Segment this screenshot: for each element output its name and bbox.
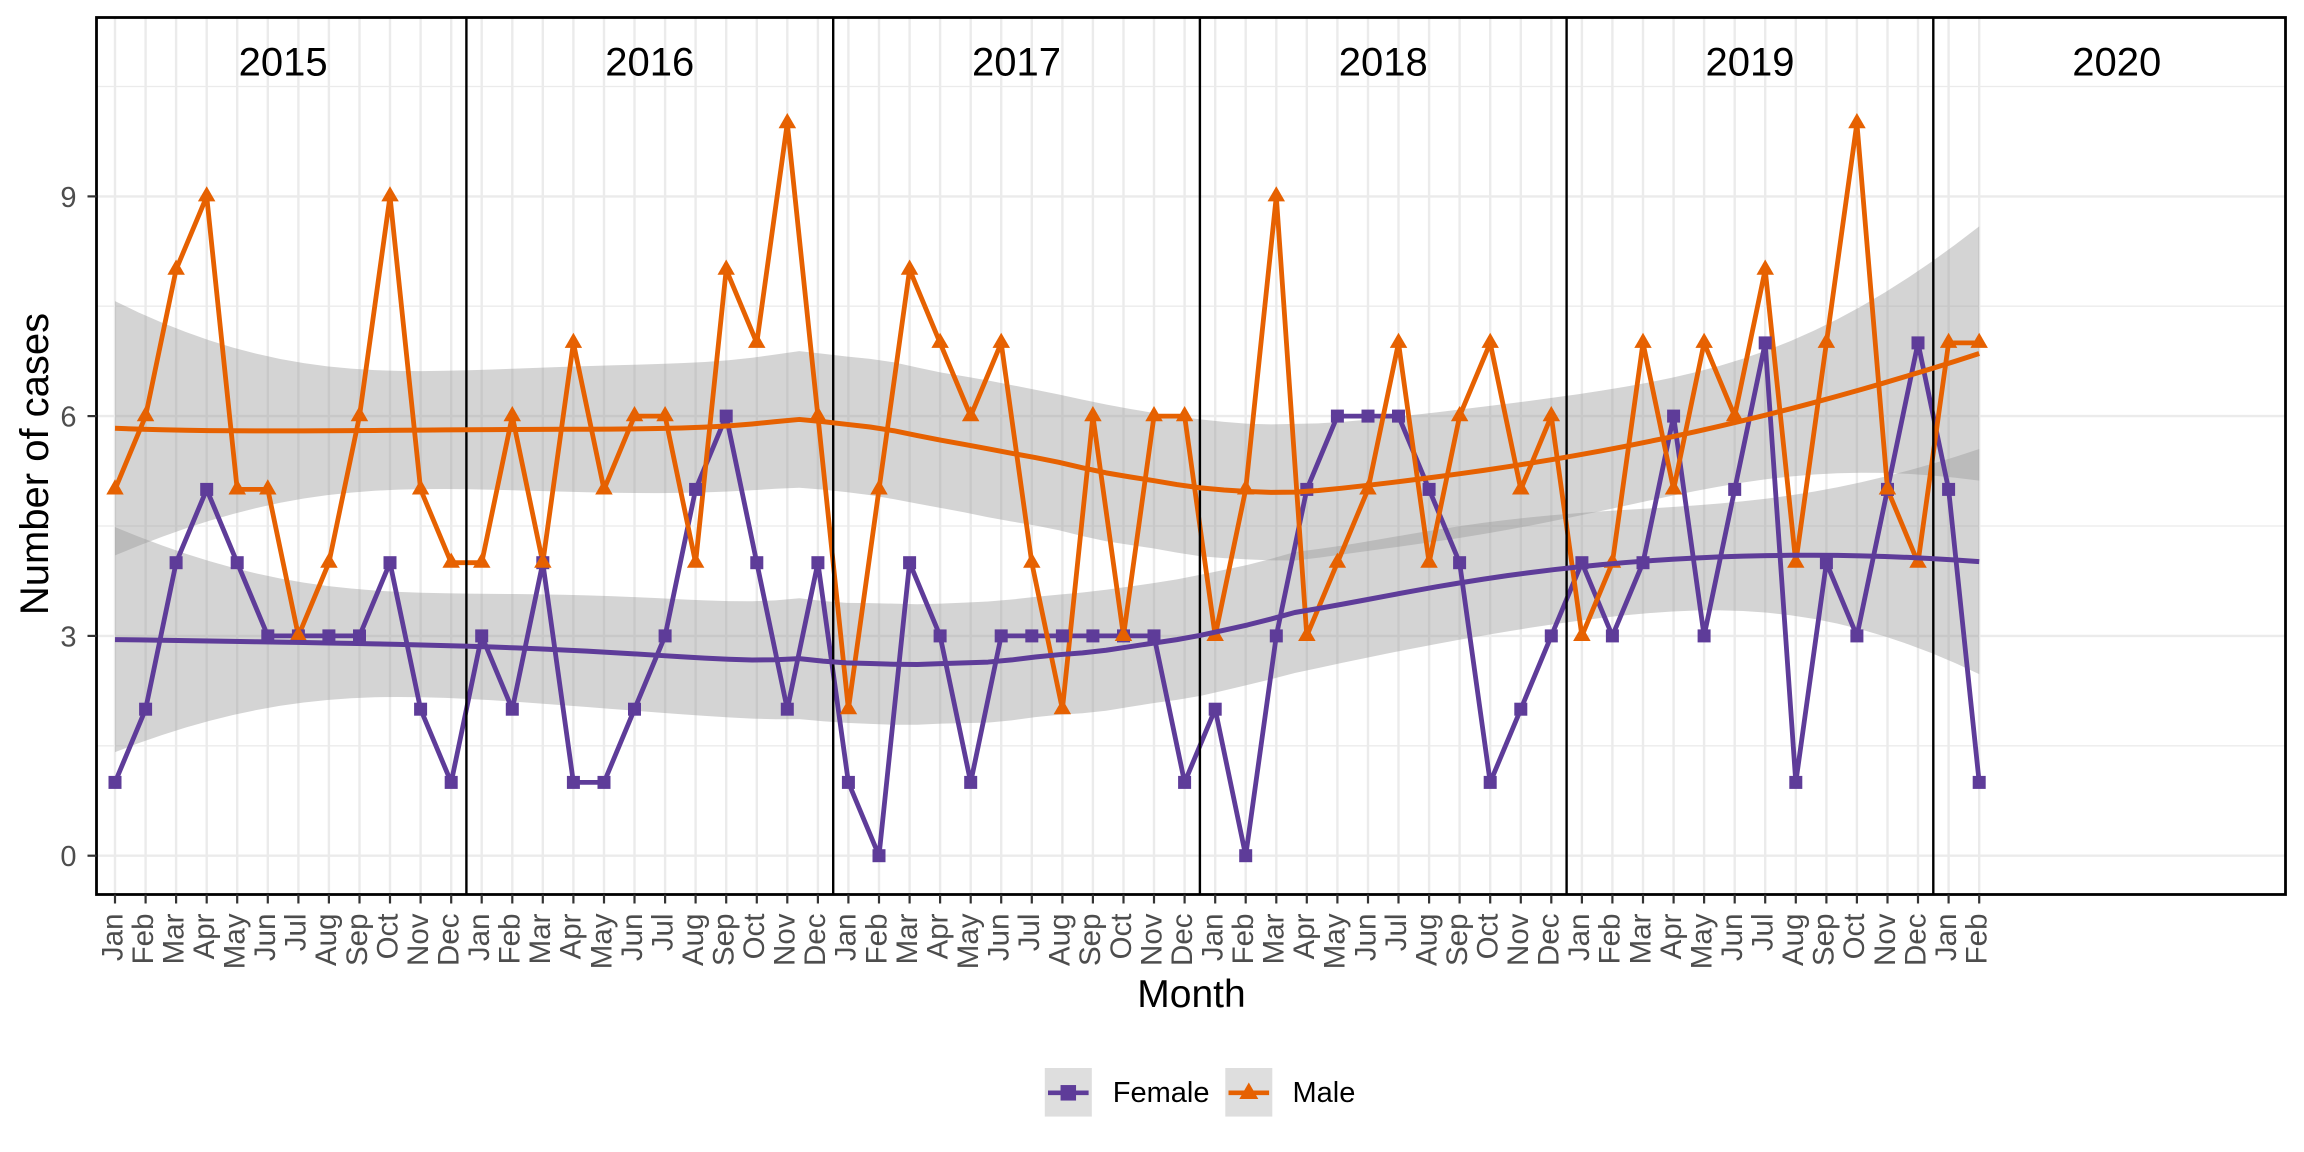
svg-text:Oct: Oct	[371, 914, 404, 960]
svg-text:Jul: Jul	[1747, 914, 1780, 952]
svg-text:Dec: Dec	[1899, 914, 1932, 966]
svg-text:Nov: Nov	[402, 913, 435, 966]
svg-text:Apr: Apr	[1288, 913, 1321, 959]
svg-text:Jul: Jul	[1013, 914, 1046, 952]
svg-text:Feb: Feb	[860, 914, 893, 965]
svg-text:Month: Month	[1137, 973, 1245, 1016]
svg-text:Feb: Feb	[1594, 914, 1627, 965]
svg-text:Sep: Sep	[341, 914, 374, 967]
svg-text:Feb: Feb	[1961, 914, 1994, 965]
svg-text:Jan: Jan	[830, 914, 863, 962]
svg-text:Male: Male	[1293, 1077, 1356, 1109]
svg-text:Feb: Feb	[1227, 914, 1260, 965]
svg-text:Apr: Apr	[1655, 913, 1688, 959]
svg-text:Jun: Jun	[983, 914, 1016, 962]
svg-text:Mar: Mar	[891, 913, 924, 964]
svg-text:May: May	[952, 913, 985, 969]
svg-text:Aug: Aug	[310, 914, 343, 967]
svg-text:Oct: Oct	[738, 914, 771, 960]
svg-text:Sep: Sep	[1441, 914, 1474, 967]
svg-text:May: May	[585, 913, 618, 969]
svg-text:9: 9	[60, 182, 76, 214]
svg-text:Nov: Nov	[1502, 913, 1535, 966]
svg-text:Dec: Dec	[1533, 914, 1566, 966]
svg-text:Aug: Aug	[677, 914, 710, 967]
svg-text:Apr: Apr	[921, 913, 954, 959]
svg-text:Nov: Nov	[1135, 913, 1168, 966]
svg-text:Female: Female	[1113, 1077, 1210, 1109]
svg-text:Apr: Apr	[188, 913, 221, 959]
svg-text:Jan: Jan	[1563, 914, 1596, 962]
svg-text:6: 6	[60, 402, 76, 434]
svg-text:Nov: Nov	[1869, 913, 1902, 966]
svg-text:Jun: Jun	[1349, 914, 1382, 962]
svg-text:Jan: Jan	[96, 914, 129, 962]
svg-text:Dec: Dec	[1166, 914, 1199, 966]
svg-text:May: May	[1685, 913, 1718, 969]
svg-text:Mar: Mar	[524, 913, 557, 964]
svg-text:Jul: Jul	[646, 914, 679, 952]
svg-text:Jul: Jul	[1380, 914, 1413, 952]
svg-text:2015: 2015	[239, 41, 328, 85]
svg-text:2020: 2020	[2072, 41, 2161, 85]
svg-text:Jun: Jun	[249, 914, 282, 962]
svg-text:Oct: Oct	[1105, 914, 1138, 960]
svg-text:2017: 2017	[972, 41, 1061, 85]
svg-text:Jan: Jan	[463, 914, 496, 962]
svg-text:Mar: Mar	[157, 913, 190, 964]
svg-text:Nov: Nov	[769, 913, 802, 966]
svg-text:Jul: Jul	[280, 914, 313, 952]
svg-text:May: May	[219, 913, 252, 969]
svg-text:2016: 2016	[605, 41, 694, 85]
svg-text:Aug: Aug	[1044, 914, 1077, 967]
svg-text:Jan: Jan	[1930, 914, 1963, 962]
svg-text:2018: 2018	[1339, 41, 1428, 85]
svg-text:0: 0	[60, 841, 76, 873]
svg-text:Jun: Jun	[616, 914, 649, 962]
svg-text:Sep: Sep	[1074, 914, 1107, 967]
svg-text:Dec: Dec	[433, 914, 466, 966]
svg-text:Mar: Mar	[1258, 913, 1291, 964]
svg-text:3: 3	[60, 621, 76, 653]
svg-text:Jan: Jan	[1197, 914, 1230, 962]
svg-text:Feb: Feb	[127, 914, 160, 965]
svg-text:May: May	[1319, 913, 1352, 969]
svg-text:Number of cases: Number of cases	[13, 313, 57, 615]
svg-text:2019: 2019	[1706, 41, 1795, 85]
svg-text:Sep: Sep	[1808, 914, 1841, 967]
svg-text:Aug: Aug	[1410, 914, 1443, 967]
svg-text:Apr: Apr	[555, 913, 588, 959]
svg-text:Dec: Dec	[799, 914, 832, 966]
svg-text:Feb: Feb	[494, 914, 527, 965]
svg-text:Mar: Mar	[1624, 913, 1657, 964]
svg-text:Aug: Aug	[1777, 914, 1810, 967]
svg-text:Sep: Sep	[708, 914, 741, 967]
svg-text:Jun: Jun	[1716, 914, 1749, 962]
svg-text:Oct: Oct	[1838, 914, 1871, 960]
svg-text:Oct: Oct	[1472, 914, 1505, 960]
